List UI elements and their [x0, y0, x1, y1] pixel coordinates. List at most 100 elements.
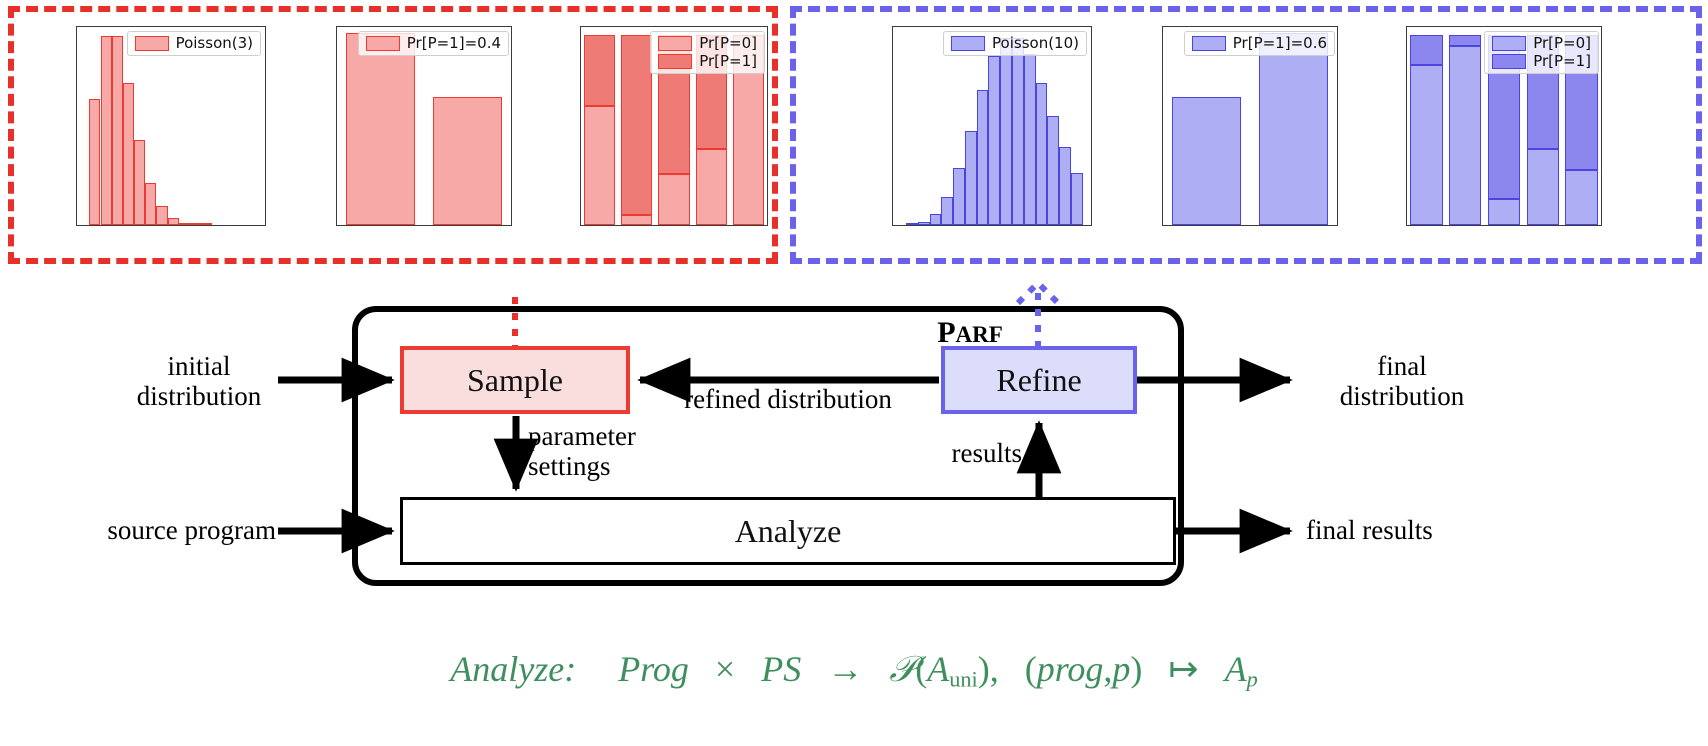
y-tick-mark [1406, 110, 1407, 112]
y-tick-mark [76, 56, 77, 58]
bar [89, 99, 101, 225]
x-tick-mark [958, 225, 960, 226]
y-tick-mark [76, 182, 77, 184]
bar [976, 90, 989, 225]
y-tick-mark [892, 149, 893, 151]
y-tick-mark [892, 37, 893, 39]
label-final-distribution-line1: final [1377, 351, 1427, 381]
eq-mapsto-icon: ↦ [1168, 649, 1199, 689]
eq-map-comma: , [1103, 649, 1113, 689]
x-tick-mark [380, 225, 382, 226]
y-tick-mark [892, 112, 893, 114]
bar [145, 182, 157, 225]
eq-powerset-icon: 𝒫 [889, 649, 916, 690]
y-tick-mark [580, 186, 581, 188]
y-tick-mark [1162, 33, 1163, 35]
node-analyze-label: Analyze [734, 512, 842, 549]
y-tick-mark [336, 97, 337, 99]
bar [345, 33, 416, 225]
y-tick-mark [1406, 72, 1407, 74]
y-tick-mark [892, 187, 893, 189]
x-tick-mark [636, 225, 638, 226]
red-group-frame [8, 6, 778, 264]
chart-poisson10: Poisson(10) 0.0000.0250.0500.0750.1000.1… [816, 14, 1096, 254]
label-source-program: source program [107, 515, 276, 545]
parf-title: PARF [880, 316, 1060, 350]
y-tick-mark [580, 34, 581, 36]
legend-swatch [658, 36, 693, 51]
bar-segment [695, 148, 727, 225]
chart-stacked-red: Pr[P=0] Pr[P=1] 0.00.20.40.60.81.0d1d2d3… [530, 14, 770, 254]
eq-domain-right: PS [761, 649, 802, 689]
bar-segment [1487, 199, 1521, 225]
legend-swatch [1191, 36, 1226, 51]
legend-swatch [365, 36, 400, 51]
y-tick-mark [1162, 224, 1163, 226]
bar [1070, 172, 1083, 225]
bar [1258, 33, 1329, 225]
legend-label: Pr[P=1]=0.4 [406, 34, 501, 52]
eq-A-uni: A [927, 649, 950, 689]
legend-label: Pr[P=1] [699, 52, 757, 70]
bar-segment [583, 106, 616, 225]
node-analyze[interactable]: Analyze [400, 497, 1176, 565]
eq-image-sub: p [1246, 666, 1258, 692]
x-tick-mark [1426, 225, 1428, 226]
bar-segment [621, 34, 653, 216]
parf-title-rest: ARF [955, 322, 1003, 347]
node-sample[interactable]: Sample [400, 346, 630, 414]
chart-bernoulli-blue: Pr[P=1]=0.6 0.00.20.40.601 [1112, 14, 1340, 254]
bar [190, 223, 202, 225]
chart-stacked-blue: Pr[P=0] Pr[P=1] 0.00.20.40.60.81.0d1d2d3… [1356, 14, 1606, 254]
y-tick-mark [580, 224, 581, 226]
bar [111, 36, 123, 225]
eq-map-close: ) [1130, 649, 1143, 689]
bar [156, 206, 168, 225]
bar-segment [1565, 169, 1598, 225]
y-tick-mark [336, 224, 337, 226]
legend-label: Pr[P=1]=0.6 [1232, 34, 1327, 52]
x-tick-mark [195, 225, 197, 226]
node-sample-label: Sample [467, 361, 563, 398]
y-tick-mark [1162, 97, 1163, 99]
bar-segment [621, 215, 653, 225]
x-tick-mark [251, 225, 253, 226]
label-parameter-line1: parameter [528, 421, 636, 451]
bar [905, 223, 918, 225]
eq-map-p: p [1112, 649, 1131, 689]
eq-comma: , [989, 649, 999, 689]
x-tick-mark [139, 225, 141, 226]
label-parameter-line2: settings [528, 451, 611, 482]
analyze-equation: Analyze: Prog × PS → 𝒫(Auni), (prog,p) ↦ Ap [0, 648, 1708, 693]
y-tick-mark [336, 33, 337, 35]
bar-segment [658, 173, 690, 225]
eq-name: Analyze: [450, 649, 577, 689]
bar [167, 218, 179, 225]
eq-arrow: → [827, 649, 864, 689]
y-tick-mark [76, 98, 77, 100]
y-tick-mark [1162, 160, 1163, 162]
x-tick-mark [710, 225, 712, 226]
bar [941, 196, 954, 225]
y-tick-mark [1406, 186, 1407, 188]
legend-stacked-blue: Pr[P=0] Pr[P=1] [1484, 31, 1599, 74]
bar [122, 83, 135, 225]
label-final-results: final results [1306, 515, 1433, 545]
node-refine[interactable]: Refine [941, 346, 1137, 414]
x-tick-mark [899, 225, 901, 226]
label-initial-distribution-line1: initial [167, 351, 231, 381]
legend-label: Pr[P=0] [699, 34, 757, 52]
x-tick-mark [673, 225, 675, 226]
x-tick-mark [467, 225, 469, 226]
bar [953, 168, 965, 225]
y-tick-mark [892, 224, 893, 226]
label-final-distribution: final distribution [1340, 351, 1465, 411]
bar [178, 222, 191, 225]
legend-swatch [134, 36, 169, 51]
x-tick-mark [1503, 225, 1505, 226]
y-tick-mark [580, 148, 581, 150]
bar [929, 213, 942, 225]
y-tick-mark [1406, 148, 1407, 150]
label-refined-distribution: refined distribution [684, 384, 892, 414]
